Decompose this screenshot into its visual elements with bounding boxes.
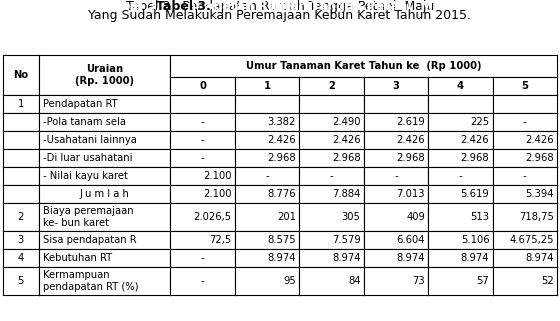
Text: 95: 95 (283, 276, 296, 286)
Text: 5.394: 5.394 (525, 189, 554, 199)
Text: 2.490: 2.490 (332, 117, 361, 127)
Text: 1: 1 (17, 99, 24, 109)
Text: 84: 84 (348, 276, 361, 286)
Text: 5: 5 (17, 276, 24, 286)
Text: 73: 73 (412, 276, 425, 286)
Text: 5.106: 5.106 (461, 235, 489, 245)
Text: 2.100: 2.100 (203, 171, 232, 181)
Text: -: - (201, 253, 204, 263)
Text: 305: 305 (342, 212, 361, 222)
Text: - Nilai kayu karet: - Nilai kayu karet (43, 171, 128, 181)
Text: 57: 57 (477, 276, 489, 286)
Text: Tabel 3.  Pendapatan Rumah Tangga Petani  Maju: Tabel 3. Pendapatan Rumah Tangga Petani … (106, 0, 454, 13)
Text: 2.426: 2.426 (332, 135, 361, 145)
Text: 201: 201 (277, 212, 296, 222)
Text: 2.100: 2.100 (203, 189, 232, 199)
Text: 513: 513 (470, 212, 489, 222)
Text: -: - (201, 117, 204, 127)
Text: 1: 1 (264, 81, 270, 91)
Text: 2.968: 2.968 (268, 153, 296, 163)
Text: Yang Sudah Melakukan Peremajaan Kebun Karet Tahun 2015.: Yang Sudah Melakukan Peremajaan Kebun Ka… (88, 9, 472, 22)
Text: -: - (201, 135, 204, 145)
Text: J u m l a h: J u m l a h (80, 189, 129, 199)
Text: 7.884: 7.884 (332, 189, 361, 199)
Text: No: No (13, 70, 29, 80)
Text: -: - (523, 117, 526, 127)
Text: 3: 3 (393, 81, 399, 91)
Text: Pendapatan RT: Pendapatan RT (43, 99, 117, 109)
Text: 2.968: 2.968 (461, 153, 489, 163)
Text: -: - (523, 171, 526, 181)
Text: 5.619: 5.619 (461, 189, 489, 199)
Text: 0: 0 (199, 81, 206, 91)
Text: Biaya peremajaan
ke- bun karet: Biaya peremajaan ke- bun karet (43, 206, 133, 228)
Text: 8.974: 8.974 (332, 253, 361, 263)
Text: 7.579: 7.579 (332, 235, 361, 245)
Text: 2.426: 2.426 (268, 135, 296, 145)
Text: -: - (201, 276, 204, 286)
Text: 6.604: 6.604 (396, 235, 425, 245)
Text: 8.974: 8.974 (268, 253, 296, 263)
Text: -Di luar usahatani: -Di luar usahatani (43, 153, 132, 163)
Text: 409: 409 (406, 212, 425, 222)
Text: 2.968: 2.968 (332, 153, 361, 163)
Text: -Pola tanam sela: -Pola tanam sela (43, 117, 125, 127)
Text: 7.013: 7.013 (396, 189, 425, 199)
Text: Uraian
(Rp. 1000): Uraian (Rp. 1000) (75, 64, 134, 86)
Text: 5: 5 (521, 81, 528, 91)
Text: -: - (394, 171, 398, 181)
Text: 2: 2 (328, 81, 335, 91)
Text: Sisa pendapatan R: Sisa pendapatan R (43, 235, 136, 245)
Text: 72,5: 72,5 (209, 235, 232, 245)
Text: Tabel 3.  Pendapatan Rumah Tangga Petani  Maju: Tabel 3. Pendapatan Rumah Tangga Petani … (126, 0, 434, 13)
Text: 2.968: 2.968 (525, 153, 554, 163)
Text: 2.426: 2.426 (461, 135, 489, 145)
Text: 2.619: 2.619 (396, 117, 425, 127)
Text: 8.776: 8.776 (268, 189, 296, 199)
Text: 8.575: 8.575 (268, 235, 296, 245)
Text: 2: 2 (17, 212, 24, 222)
Text: Kebutuhan RT: Kebutuhan RT (43, 253, 111, 263)
Text: 2.026,5: 2.026,5 (194, 212, 232, 222)
Text: -: - (265, 171, 269, 181)
Text: 225: 225 (470, 117, 489, 127)
Text: Kermampuan
pendapatan RT (%): Kermampuan pendapatan RT (%) (43, 270, 138, 292)
Text: -: - (201, 153, 204, 163)
Text: 4: 4 (457, 81, 464, 91)
Text: 3.382: 3.382 (268, 117, 296, 127)
Text: -Usahatani lainnya: -Usahatani lainnya (43, 135, 137, 145)
Text: Umur Tanaman Karet Tahun ke  (Rp 1000): Umur Tanaman Karet Tahun ke (Rp 1000) (246, 61, 482, 71)
Text: 3: 3 (18, 235, 24, 245)
Text: -: - (459, 171, 462, 181)
Text: 8.974: 8.974 (525, 253, 554, 263)
Text: 2.426: 2.426 (396, 135, 425, 145)
Text: 8.974: 8.974 (461, 253, 489, 263)
Text: 4.675,25: 4.675,25 (509, 235, 554, 245)
Text: -: - (330, 171, 333, 181)
Text: 718,75: 718,75 (519, 212, 554, 222)
Text: 2.968: 2.968 (396, 153, 425, 163)
Text: 2.426: 2.426 (525, 135, 554, 145)
Text: 8.974: 8.974 (396, 253, 425, 263)
Text: 4: 4 (18, 253, 24, 263)
Text: Tabel 3.: Tabel 3. (156, 0, 211, 13)
Text: 52: 52 (541, 276, 554, 286)
